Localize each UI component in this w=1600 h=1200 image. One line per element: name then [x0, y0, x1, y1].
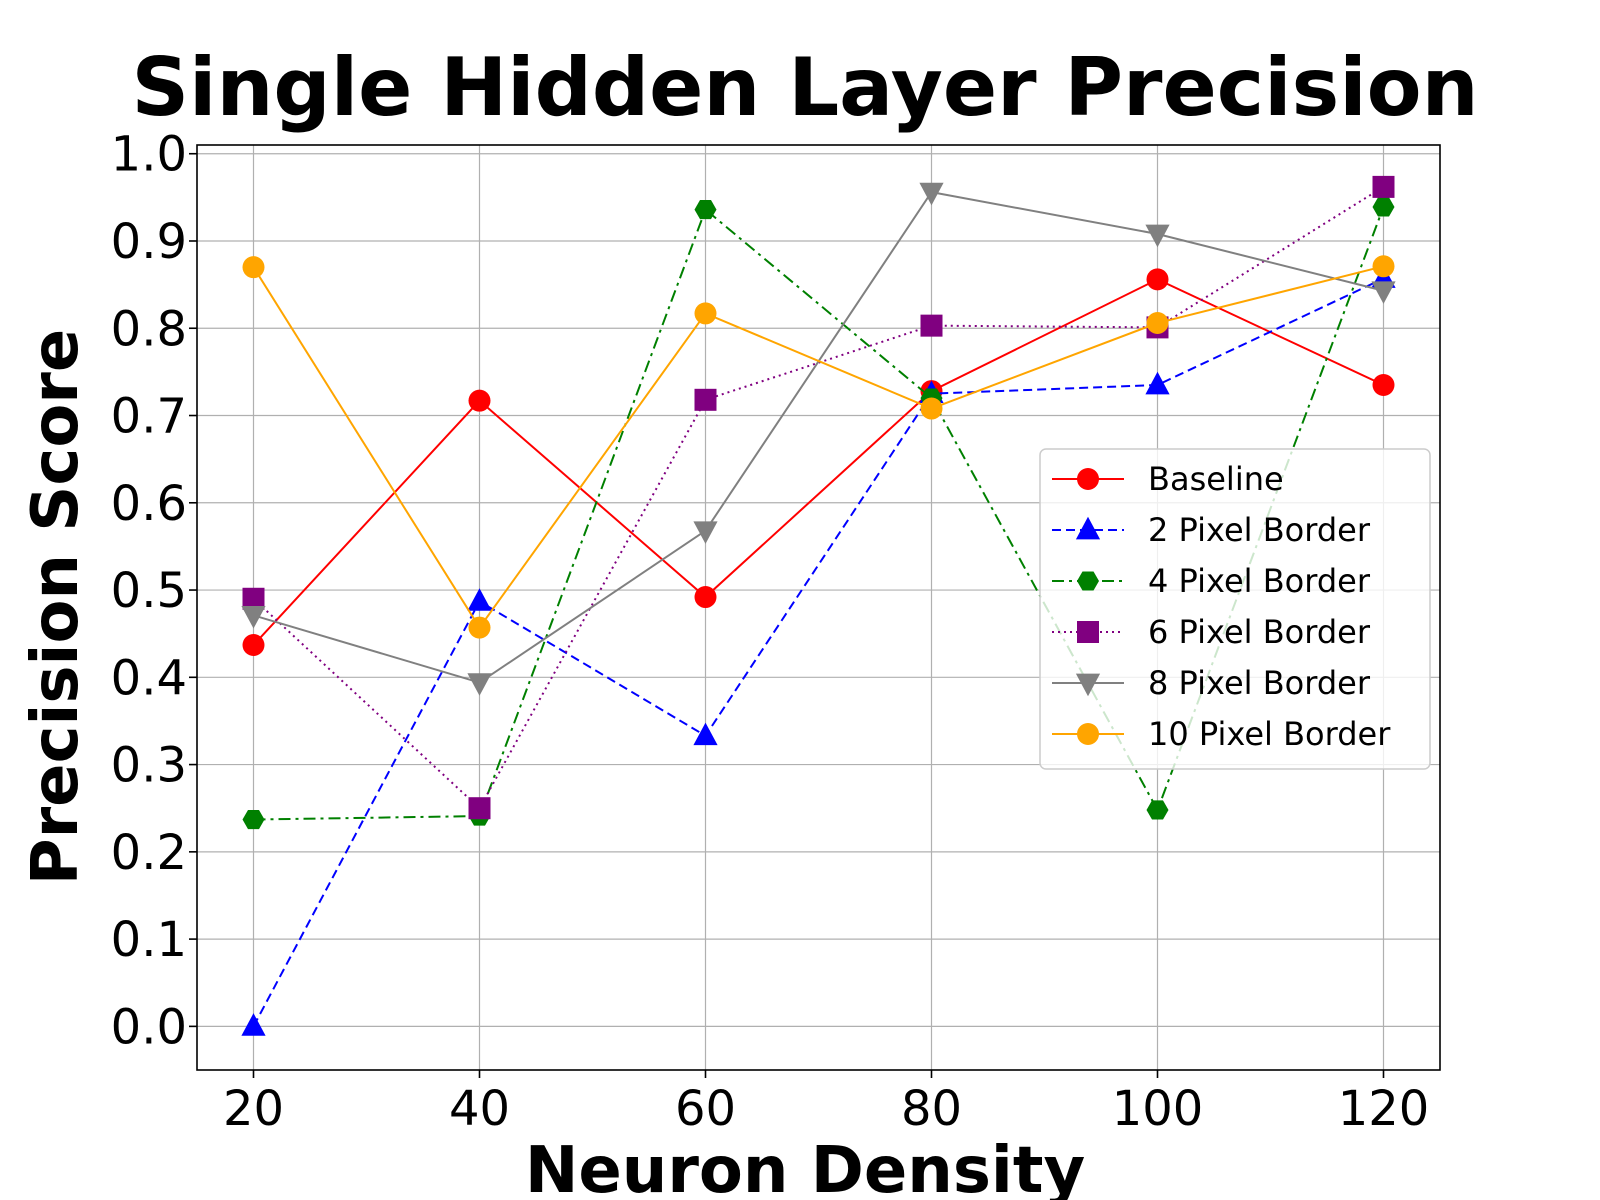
y-tick-label: 0.0	[111, 999, 187, 1055]
series-line-baseline	[252, 278, 1384, 646]
data-point-8-pixel-border	[693, 521, 718, 544]
legend-marker	[1077, 571, 1099, 591]
data-point-10-pixel-border	[1146, 312, 1169, 335]
data-point-4-pixel-border	[694, 200, 717, 220]
data-point-6-pixel-border	[1372, 175, 1395, 198]
data-point-2-pixel-border	[693, 722, 718, 746]
data-point-2-pixel-border	[1145, 371, 1170, 395]
x-axis-label: Neuron Density	[525, 1134, 1085, 1200]
data-point-10-pixel-border	[920, 397, 943, 420]
series-6-pixel-border	[242, 175, 1395, 820]
data-point-10-pixel-border	[694, 302, 717, 325]
x-tick-label: 100	[1112, 1081, 1204, 1137]
legend-item-baseline: Baseline	[1052, 460, 1284, 498]
data-point-8-pixel-border	[1371, 281, 1396, 304]
data-point-6-pixel-border	[694, 388, 717, 411]
y-tick-label: 0.6	[111, 476, 187, 532]
legend-label: 6 Pixel Border	[1148, 613, 1371, 651]
data-point-baseline	[242, 634, 265, 657]
data-point-baseline	[468, 389, 491, 412]
data-point-2-pixel-border	[467, 588, 492, 611]
data-point-10-pixel-border	[468, 616, 491, 639]
legend-label: 2 Pixel Border	[1148, 511, 1371, 549]
data-point-8-pixel-border	[241, 606, 266, 629]
legend-marker	[1077, 621, 1099, 643]
y-tick-label: 0.9	[111, 214, 187, 270]
data-point-2-pixel-border	[241, 1013, 266, 1036]
y-tick-label: 0.8	[111, 301, 187, 357]
y-tick-label: 0.3	[111, 738, 187, 794]
x-tick-label: 120	[1338, 1081, 1430, 1137]
data-point-8-pixel-border	[467, 673, 492, 696]
legend: Baseline 2 Pixel Border 4 Pixel Border 6 Pi…	[1039, 448, 1431, 770]
axis-ticks: 20 40 60 80 100 120 0.0 0.1 0.2 0.3 0.4 0.5 0.6 0.7 0.…	[111, 127, 1430, 1137]
legend-marker	[1077, 468, 1099, 490]
legend-item-2-pixel-border: 2 Pixel Border	[1052, 511, 1371, 549]
y-tick-label: 0.2	[111, 825, 187, 881]
data-point-8-pixel-border	[919, 182, 944, 206]
legend-label: 4 Pixel Border	[1148, 562, 1371, 600]
legend-item-4-pixel-border: 4 Pixel Border	[1052, 562, 1371, 600]
y-tick-label: 1.0	[111, 127, 187, 183]
legend-label: Baseline	[1148, 460, 1284, 498]
y-tick-label: 0.4	[111, 650, 187, 706]
legend-item-10-pixel-border: 10 Pixel Border	[1052, 715, 1391, 753]
x-tick-label: 20	[223, 1081, 284, 1137]
data-point-6-pixel-border	[468, 797, 491, 820]
data-point-6-pixel-border	[920, 314, 943, 337]
x-tick-label: 60	[675, 1081, 736, 1137]
series-10-pixel-border	[242, 255, 1395, 639]
data-point-4-pixel-border	[1146, 800, 1169, 820]
data-point-6-pixel-border	[242, 587, 265, 610]
data-point-baseline	[1372, 373, 1395, 396]
series-line-10-pixel-border	[252, 265, 1384, 630]
y-axis-label: Precision Score	[19, 329, 93, 886]
legend-label: 10 Pixel Border	[1148, 715, 1391, 753]
legend-box	[1039, 448, 1431, 770]
y-tick-label: 0.7	[111, 389, 187, 445]
x-tick-label: 40	[449, 1081, 510, 1137]
data-point-8-pixel-border	[1145, 224, 1170, 248]
legend-marker	[1077, 723, 1099, 745]
series-line-2-pixel-border	[252, 277, 1384, 1027]
data-point-10-pixel-border	[1372, 255, 1395, 278]
data-point-4-pixel-border	[1372, 197, 1395, 217]
data-point-baseline	[1146, 268, 1169, 291]
legend-marker	[1075, 673, 1101, 697]
legend-item-6-pixel-border: 6 Pixel Border	[1052, 613, 1371, 651]
data-point-10-pixel-border	[242, 256, 265, 279]
legend-item-8-pixel-border: 8 Pixel Border	[1052, 664, 1371, 702]
y-tick-label: 0.5	[111, 563, 187, 619]
x-tick-label: 80	[901, 1081, 962, 1137]
legend-marker	[1075, 516, 1101, 540]
data-point-4-pixel-border	[242, 810, 265, 830]
legend-label: 8 Pixel Border	[1148, 664, 1371, 702]
chart-title: Single Hidden Layer Precision	[131, 41, 1478, 134]
y-tick-label: 0.1	[111, 912, 187, 968]
plot-frame	[196, 144, 1441, 1071]
data-point-baseline	[694, 586, 717, 609]
